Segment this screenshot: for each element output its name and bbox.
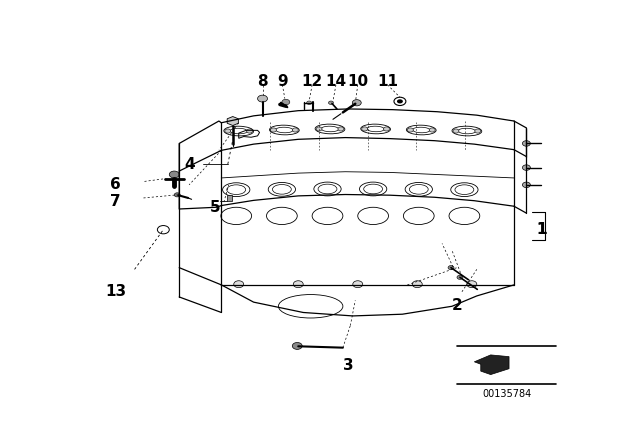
Circle shape: [225, 129, 231, 133]
Circle shape: [353, 281, 363, 288]
Circle shape: [257, 95, 268, 102]
Polygon shape: [474, 355, 509, 375]
Circle shape: [522, 182, 531, 188]
Text: 2: 2: [452, 298, 462, 313]
Text: 1: 1: [536, 222, 547, 237]
Text: 13: 13: [105, 284, 126, 299]
Text: 10: 10: [347, 74, 369, 89]
Bar: [227, 195, 232, 202]
Text: 9: 9: [277, 74, 288, 89]
Circle shape: [412, 281, 422, 288]
Circle shape: [352, 99, 361, 106]
Circle shape: [271, 128, 276, 132]
Circle shape: [293, 281, 303, 288]
Circle shape: [169, 171, 179, 178]
Circle shape: [383, 127, 390, 131]
Text: 4: 4: [185, 157, 195, 172]
Circle shape: [282, 99, 290, 105]
Circle shape: [522, 165, 531, 170]
Text: 7: 7: [110, 194, 121, 209]
Circle shape: [338, 127, 344, 131]
Circle shape: [316, 127, 322, 131]
Text: 8: 8: [257, 74, 268, 89]
Circle shape: [448, 266, 454, 270]
Circle shape: [328, 101, 333, 104]
Text: 5: 5: [209, 200, 220, 215]
Text: 3: 3: [342, 358, 353, 374]
Text: 14: 14: [325, 74, 346, 89]
Circle shape: [467, 281, 477, 288]
Text: 12: 12: [301, 74, 323, 89]
Circle shape: [522, 141, 531, 146]
Circle shape: [362, 127, 367, 131]
Circle shape: [429, 128, 435, 132]
Circle shape: [475, 129, 481, 133]
Circle shape: [174, 193, 180, 197]
Circle shape: [307, 101, 312, 104]
Text: 11: 11: [377, 74, 398, 89]
Circle shape: [246, 129, 253, 133]
Circle shape: [292, 342, 302, 349]
Circle shape: [407, 128, 413, 132]
Circle shape: [453, 129, 459, 133]
Circle shape: [292, 128, 298, 132]
Circle shape: [457, 275, 463, 280]
Circle shape: [397, 99, 403, 103]
Text: 00135784: 00135784: [482, 389, 531, 400]
Text: 1: 1: [536, 222, 547, 237]
Circle shape: [234, 281, 244, 288]
Text: 6: 6: [110, 177, 121, 192]
